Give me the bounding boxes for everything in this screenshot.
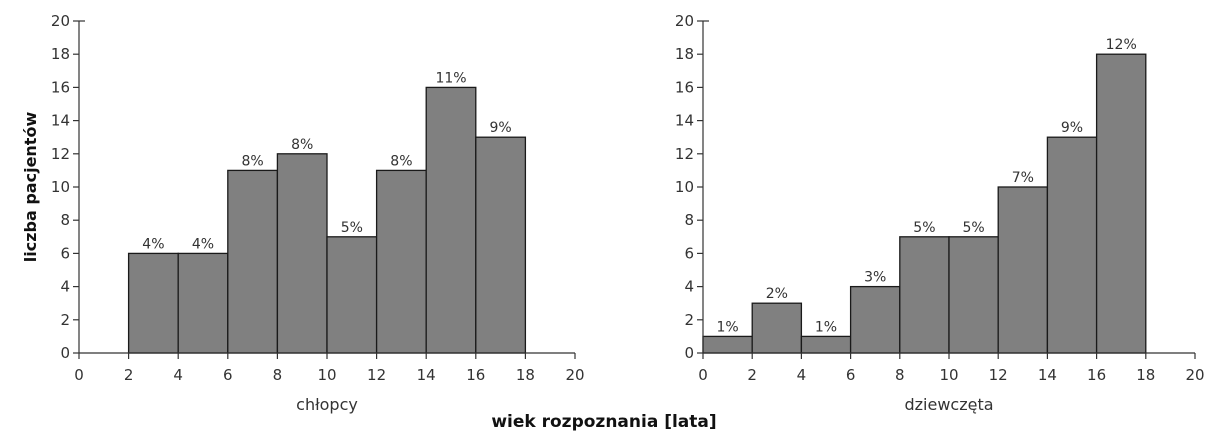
x-tick-label: 0 bbox=[698, 366, 708, 384]
panel-x-axis-label: chłopcy bbox=[296, 395, 358, 414]
shared-x-axis-label: wiek rozpoznania [lata] bbox=[491, 412, 716, 432]
y-tick-label: 14 bbox=[675, 112, 694, 130]
y-tick-label: 2 bbox=[60, 311, 70, 329]
y-tick-label: 6 bbox=[60, 244, 70, 262]
x-tick-label: 10 bbox=[317, 366, 336, 384]
x-tick-label: 10 bbox=[939, 366, 958, 384]
y-tick-label: 4 bbox=[684, 278, 694, 296]
x-tick-label: 4 bbox=[797, 366, 807, 384]
histogram-bar bbox=[849, 285, 901, 354]
x-tick-label: 2 bbox=[124, 366, 134, 384]
chart-panel-girls: 1% 2% 1% 3% 5% 5% 7% 9% 12% 0 2 4 6 8 10 12 14 16 18 20 0 2 4 6… bbox=[675, 12, 1205, 414]
bar-percent-label: 8% bbox=[390, 153, 412, 169]
y-tick-label: 18 bbox=[51, 45, 70, 63]
histogram-bar bbox=[425, 86, 477, 354]
histogram-bar bbox=[276, 153, 328, 354]
x-tick-label: 18 bbox=[516, 366, 535, 384]
y-tick-label: 10 bbox=[675, 178, 694, 196]
y-tick-label: 18 bbox=[675, 45, 694, 63]
bar-percent-label: 5% bbox=[913, 220, 935, 236]
x-tick-label: 16 bbox=[1087, 366, 1106, 384]
bar-percent-label: 9% bbox=[1061, 120, 1083, 136]
x-tick-label: 14 bbox=[417, 366, 436, 384]
bar-percent-label: 5% bbox=[341, 220, 363, 236]
y-tick-label: 12 bbox=[51, 145, 70, 163]
y-tick-label: 0 bbox=[684, 344, 694, 362]
histogram-bar bbox=[751, 302, 803, 354]
x-tick-label: 20 bbox=[1185, 366, 1204, 384]
panel-x-axis-label: dziewczęta bbox=[904, 395, 993, 414]
bar-percent-label: 3% bbox=[864, 270, 886, 286]
y-tick-label: 2 bbox=[684, 311, 694, 329]
histogram-bar bbox=[326, 236, 378, 354]
histogram-bar bbox=[475, 136, 527, 354]
x-tick-label: 8 bbox=[895, 366, 905, 384]
x-tick-label: 20 bbox=[565, 366, 584, 384]
bar-percent-label: 4% bbox=[142, 236, 164, 252]
y-tick-label: 4 bbox=[60, 278, 70, 296]
y-tick-label: 8 bbox=[684, 211, 694, 229]
y-axis-label: liczba pacjentów bbox=[21, 112, 40, 263]
bar-percent-label: 8% bbox=[291, 137, 313, 153]
histogram-bar bbox=[227, 169, 279, 354]
histogram-bar bbox=[948, 236, 999, 354]
x-tick-label: 18 bbox=[1136, 366, 1155, 384]
bar-percent-label: 9% bbox=[489, 120, 511, 136]
bar-percent-label: 1% bbox=[815, 319, 837, 335]
chart-panel-boys: 4% 4% 8% 8% 5% 8% 11% 9% 0 2 4 6 8 10 12 14 16 18 20 0 2 4 6 8 1… bbox=[51, 12, 585, 414]
bar-percent-label: 5% bbox=[962, 220, 984, 236]
x-tick-label: 8 bbox=[273, 366, 283, 384]
y-tick-label: 16 bbox=[51, 78, 70, 96]
x-tick-label: 12 bbox=[367, 366, 386, 384]
y-tick-label: 16 bbox=[675, 78, 694, 96]
x-tick-label: 0 bbox=[74, 366, 84, 384]
y-tick-label: 20 bbox=[51, 12, 70, 30]
x-tick-label: 16 bbox=[466, 366, 485, 384]
x-tick-label: 14 bbox=[1038, 366, 1057, 384]
histogram-bar bbox=[899, 236, 950, 354]
bar-percent-label: 8% bbox=[241, 153, 263, 169]
x-tick-label: 12 bbox=[989, 366, 1008, 384]
y-tick-label: 6 bbox=[684, 244, 694, 262]
histogram-bar bbox=[702, 335, 753, 354]
histogram-bar bbox=[1095, 53, 1147, 354]
histogram-bar bbox=[800, 335, 852, 354]
bar-percent-label: 2% bbox=[766, 286, 788, 302]
y-tick-label: 0 bbox=[60, 344, 70, 362]
bar-percent-label: 11% bbox=[435, 70, 466, 86]
y-tick-label: 10 bbox=[51, 178, 70, 196]
y-tick-label: 14 bbox=[51, 112, 70, 130]
bar-percent-label: 1% bbox=[716, 319, 738, 335]
y-tick-label: 8 bbox=[60, 211, 70, 229]
bar-percent-label: 7% bbox=[1012, 170, 1034, 186]
bar-percent-label: 4% bbox=[192, 236, 214, 252]
histogram-bar bbox=[1046, 136, 1098, 354]
histogram-bar bbox=[997, 186, 1049, 354]
x-tick-label: 2 bbox=[747, 366, 757, 384]
x-tick-label: 4 bbox=[173, 366, 183, 384]
histogram-bar bbox=[127, 252, 179, 354]
y-tick-label: 20 bbox=[675, 12, 694, 30]
histogram-bar bbox=[177, 252, 229, 354]
bar-percent-label: 12% bbox=[1106, 37, 1137, 53]
histogram-bar bbox=[375, 169, 427, 354]
y-tick-label: 12 bbox=[675, 145, 694, 163]
x-tick-label: 6 bbox=[223, 366, 233, 384]
x-tick-label: 6 bbox=[846, 366, 856, 384]
